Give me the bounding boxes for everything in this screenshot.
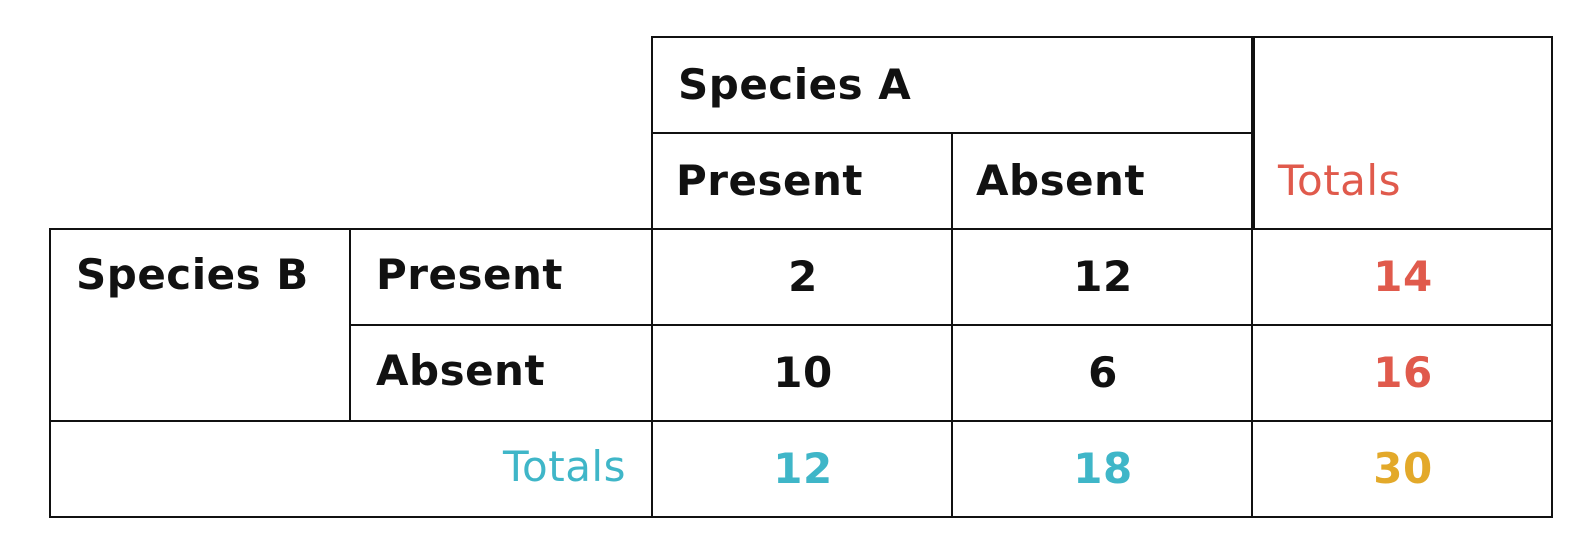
value-present-total: 14 xyxy=(1373,252,1433,301)
value-absent-present: 10 xyxy=(773,348,833,397)
cell-grand-total xyxy=(1251,420,1553,518)
value-total-absent: 18 xyxy=(1073,444,1133,493)
row-absent-label: Absent xyxy=(376,346,546,395)
row-totals-label: Totals xyxy=(503,442,626,491)
value-present-present: 2 xyxy=(788,252,818,301)
species-b-label: Species B xyxy=(76,250,309,299)
col-absent-label: Absent xyxy=(976,156,1146,205)
value-absent-total: 16 xyxy=(1373,348,1433,397)
col-present-label: Present xyxy=(676,156,863,205)
col-totals-label: Totals xyxy=(1278,156,1401,205)
value-present-absent: 12 xyxy=(1073,252,1133,301)
value-grand-total: 30 xyxy=(1373,444,1433,493)
row-present-label: Present xyxy=(376,250,563,299)
value-total-present: 12 xyxy=(773,444,833,493)
value-absent-absent: 6 xyxy=(1088,348,1118,397)
species-a-label: Species A xyxy=(678,60,912,109)
